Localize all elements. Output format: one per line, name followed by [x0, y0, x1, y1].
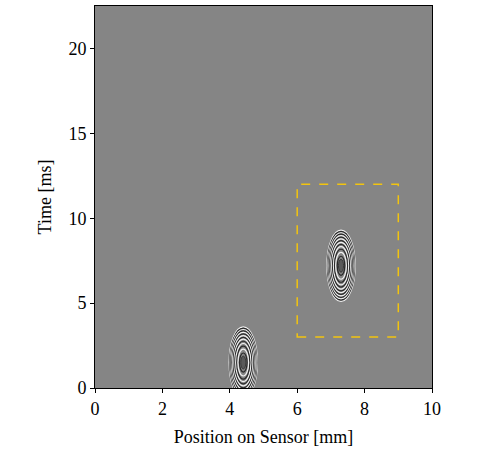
svg-text:10: 10 — [68, 209, 86, 229]
svg-text:6: 6 — [293, 399, 302, 419]
svg-text:4: 4 — [225, 399, 234, 419]
svg-text:0: 0 — [77, 378, 86, 398]
svg-text:20: 20 — [68, 39, 86, 59]
svg-text:8: 8 — [360, 399, 369, 419]
svg-text:2: 2 — [158, 399, 167, 419]
svg-text:10: 10 — [423, 399, 441, 419]
svg-text:Time [ms]: Time [ms] — [35, 160, 55, 235]
svg-text:5: 5 — [77, 293, 86, 313]
svg-text:15: 15 — [68, 124, 86, 144]
svg-text:0: 0 — [91, 399, 100, 419]
svg-text:Position on Sensor [mm]: Position on Sensor [mm] — [174, 427, 354, 447]
